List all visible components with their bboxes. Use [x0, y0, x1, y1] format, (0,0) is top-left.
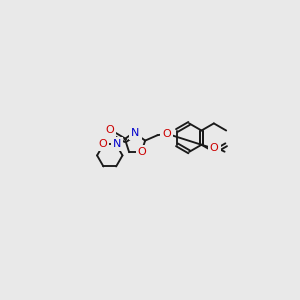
Text: N: N	[131, 128, 140, 138]
Text: O: O	[162, 129, 171, 139]
Text: O: O	[106, 125, 114, 135]
Text: N: N	[113, 139, 121, 149]
Text: O: O	[138, 147, 146, 157]
Text: O: O	[210, 143, 219, 153]
Text: O: O	[98, 139, 107, 149]
